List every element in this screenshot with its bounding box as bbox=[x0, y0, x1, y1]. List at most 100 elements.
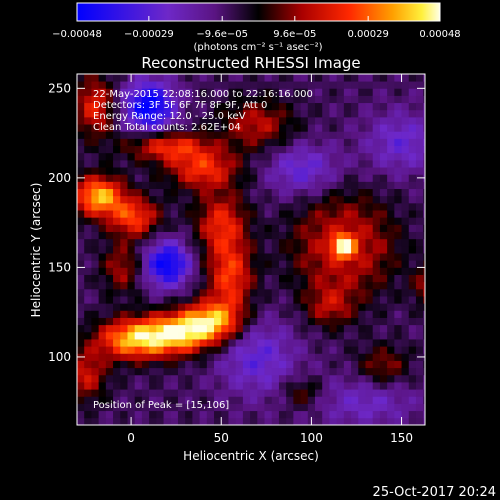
heatmap-cell bbox=[177, 303, 186, 311]
heatmap-cell bbox=[415, 159, 424, 168]
heatmap-cell bbox=[120, 382, 128, 390]
heatmap-cell bbox=[415, 324, 424, 333]
colorbar-tick-label: 0.00029 bbox=[347, 29, 388, 40]
heatmap-cell bbox=[192, 116, 201, 125]
heatmap-cell bbox=[192, 267, 201, 275]
heatmap-cell bbox=[387, 195, 395, 204]
heatmap-cell bbox=[257, 131, 265, 139]
heatmap-cell bbox=[372, 152, 381, 161]
heatmap-cell bbox=[177, 410, 186, 419]
heatmap-cell bbox=[415, 296, 424, 304]
heatmap-cell bbox=[134, 74, 143, 82]
heatmap-cell bbox=[141, 353, 150, 361]
heatmap-cell bbox=[199, 202, 208, 211]
heatmap-cell bbox=[300, 310, 309, 318]
heatmap-cell bbox=[228, 167, 237, 175]
heatmap-cell bbox=[300, 74, 309, 82]
heatmap-cell bbox=[228, 210, 237, 218]
x-axis: 0 50 100 150 bbox=[127, 74, 413, 445]
heatmap-cell bbox=[271, 116, 280, 125]
heatmap-cell bbox=[134, 124, 143, 132]
heatmap-cell bbox=[127, 131, 136, 139]
heatmap-cell bbox=[401, 417, 410, 425]
heatmap-cell bbox=[286, 324, 294, 333]
heatmap-cell bbox=[134, 396, 143, 404]
heatmap-cell bbox=[315, 152, 323, 161]
heatmap-cell bbox=[358, 260, 366, 268]
heatmap-cell bbox=[415, 403, 424, 412]
heatmap-cell bbox=[300, 367, 309, 376]
heatmap-cell bbox=[278, 324, 287, 333]
heatmap-cell bbox=[394, 131, 402, 139]
heatmap-cell bbox=[408, 260, 417, 268]
heatmap-cell bbox=[257, 217, 265, 225]
heatmap-cell bbox=[91, 317, 100, 326]
heatmap-cell bbox=[170, 195, 179, 204]
heatmap-cell bbox=[329, 274, 338, 283]
heatmap-cell bbox=[365, 245, 374, 254]
heatmap-cell bbox=[329, 410, 338, 419]
x-tick-label: 100 bbox=[300, 431, 323, 445]
heatmap-cell bbox=[358, 81, 366, 89]
heatmap-cell bbox=[387, 324, 395, 333]
heatmap-cell bbox=[250, 396, 258, 404]
heatmap-cell bbox=[271, 396, 280, 404]
heatmap-cell bbox=[206, 374, 215, 383]
heatmap-cell bbox=[141, 88, 150, 96]
heatmap-cell bbox=[401, 210, 410, 218]
heatmap-cell bbox=[394, 396, 402, 404]
heatmap-cell bbox=[250, 310, 258, 318]
heatmap-cell bbox=[163, 317, 172, 326]
heatmap-cell bbox=[343, 274, 352, 283]
heatmap-cell bbox=[365, 339, 374, 347]
heatmap-cell bbox=[278, 181, 287, 190]
y-axis-label: Heliocentric Y (arcsec) bbox=[29, 183, 43, 318]
heatmap-cell bbox=[351, 81, 359, 89]
heatmap-cell bbox=[351, 367, 359, 376]
heatmap-cell bbox=[293, 109, 301, 118]
heatmap-cell bbox=[379, 95, 388, 104]
heatmap-cell bbox=[322, 109, 330, 118]
heatmap-cell bbox=[264, 267, 273, 275]
heatmap-cell bbox=[192, 81, 201, 89]
heatmap-cell bbox=[235, 417, 244, 425]
heatmap-cell bbox=[149, 396, 157, 404]
heatmap-cell bbox=[199, 145, 208, 154]
heatmap-cell bbox=[134, 389, 143, 397]
heatmap-cell bbox=[264, 224, 273, 232]
heatmap-cell bbox=[113, 339, 121, 347]
heatmap-cell bbox=[257, 116, 265, 125]
heatmap-cell bbox=[98, 95, 107, 104]
heatmap-cell bbox=[278, 109, 287, 118]
heatmap-cell bbox=[307, 195, 316, 204]
heatmap-cell bbox=[387, 81, 395, 89]
heatmap-cell bbox=[293, 374, 301, 383]
heatmap-cell bbox=[77, 210, 85, 218]
heatmap-cell bbox=[91, 95, 100, 104]
heatmap-cell bbox=[329, 245, 338, 254]
heatmap-cell bbox=[293, 231, 301, 240]
heatmap-cell bbox=[170, 81, 179, 89]
heatmap-cell bbox=[77, 303, 85, 311]
heatmap-cell bbox=[278, 152, 287, 161]
heatmap-cell bbox=[84, 288, 92, 297]
heatmap-cell bbox=[98, 159, 107, 168]
heatmap-cell bbox=[329, 389, 338, 397]
heatmap-cell bbox=[286, 296, 294, 304]
heatmap-cell bbox=[91, 174, 100, 182]
heatmap-cell bbox=[278, 195, 287, 204]
heatmap-cell bbox=[221, 288, 229, 297]
heatmap-cell bbox=[113, 116, 121, 125]
heatmap-cell bbox=[307, 339, 316, 347]
heatmap-cell bbox=[84, 81, 92, 89]
heatmap-cell bbox=[77, 159, 85, 168]
heatmap-cell bbox=[105, 109, 114, 118]
heatmap-cell bbox=[343, 245, 352, 254]
heatmap-cell bbox=[336, 152, 345, 161]
heatmap-cell bbox=[242, 88, 251, 96]
heatmap-cell bbox=[228, 152, 237, 161]
heatmap-cell bbox=[120, 195, 128, 204]
heatmap-cell bbox=[105, 324, 114, 333]
heatmap-cell bbox=[113, 367, 121, 376]
heatmap-cell bbox=[192, 202, 201, 211]
